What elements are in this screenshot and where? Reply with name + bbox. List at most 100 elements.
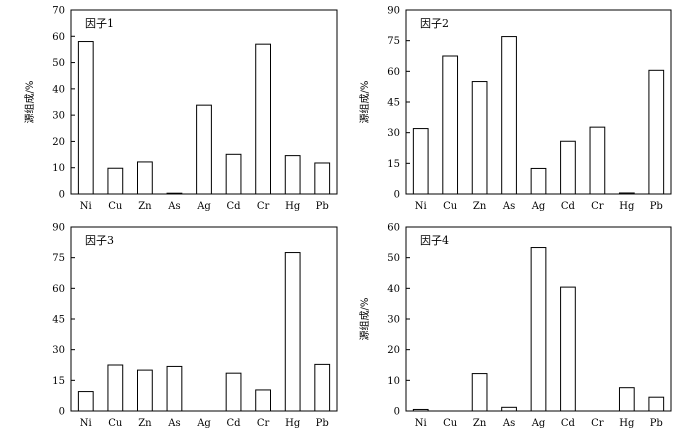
bar-zn: [471, 373, 488, 412]
x-tick-label: Cd: [561, 201, 576, 212]
y-tick-label: 90: [52, 223, 65, 234]
bar-pb: [314, 162, 331, 195]
y-tick-label: 50: [387, 253, 400, 264]
y-tick-label: 0: [59, 190, 65, 201]
y-axis-label: 源组成/%: [358, 81, 371, 124]
x-tick-label: Hg: [285, 201, 301, 212]
chart-panel-1: 0 10 20 30 40 50 60 70 源组成/% 因子1 Ni Cu Zn As Ag Cd Cr Hg P…: [23, 6, 338, 212]
x-tick-label: Cr: [591, 201, 604, 212]
y-tick-label: 60: [387, 223, 400, 234]
x-tick-label: Cu: [108, 201, 123, 212]
bar-pb: [648, 396, 665, 412]
bar-cu: [107, 167, 124, 195]
x-tick-label: Cr: [257, 201, 270, 212]
y-tick-label: 50: [52, 58, 65, 69]
bar-cd: [560, 140, 576, 195]
x-tick-label: Zn: [138, 418, 152, 429]
x-tick-label: As: [502, 418, 515, 429]
y-axis-label: 源组成/%: [23, 81, 36, 124]
bar-as: [501, 36, 517, 195]
x-tick-label: As: [167, 201, 180, 212]
x-tick-label: Cu: [443, 418, 458, 429]
bar-as: [166, 365, 183, 412]
y-tick-label: 90: [387, 6, 400, 17]
y-tick-label: 45: [387, 98, 400, 109]
x-tick-label: Zn: [473, 201, 487, 212]
y-tick-label: 30: [52, 345, 65, 356]
bar-cd: [560, 286, 576, 412]
x-tick-label: Cr: [591, 418, 604, 429]
x-tick-label: Ni: [80, 201, 92, 212]
y-tick-label: 70: [52, 6, 65, 17]
x-tick-label: Zn: [138, 201, 152, 212]
y-tick-label: 15: [387, 159, 400, 170]
y-tick-label: 0: [59, 407, 65, 418]
y-tick-label: 20: [387, 345, 400, 356]
y-tick-label: 20: [52, 137, 65, 148]
bar-ni: [77, 391, 94, 412]
bar-zn: [471, 81, 488, 195]
bar-as: [501, 406, 517, 412]
bar-cr: [255, 389, 272, 412]
y-tick-label: 10: [52, 163, 65, 174]
bar-ag: [530, 167, 547, 195]
y-tick-label: 0: [394, 407, 400, 418]
bar-hg: [284, 155, 301, 195]
bar-ni: [412, 128, 429, 195]
y-tick-label: 30: [387, 128, 400, 139]
x-tick-label: Hg: [619, 418, 635, 429]
x-tick-label: As: [167, 418, 180, 429]
bar-ni: [77, 41, 94, 195]
y-tick-label: 30: [387, 315, 400, 326]
bar-cu: [442, 55, 459, 195]
chart-panel-4: 0 10 20 30 40 50 60 源组成/% 因子4 Ni Cu Zn As Ag Cd Cr Hg Pb: [358, 223, 672, 429]
y-tick-label: 75: [52, 253, 65, 264]
bar-ag: [196, 104, 212, 195]
bar-cr: [589, 126, 606, 195]
chart-panel-2: 0 15 30 45 60 75 90 源组成/% 因子2 Ni Cu Zn As Ag Cd Cr Hg Pb: [358, 6, 672, 212]
x-tick-label: Ag: [196, 418, 211, 429]
x-tick-label: Cd: [561, 418, 576, 429]
panel-label: 因子3: [85, 234, 114, 247]
y-tick-label: 15: [52, 376, 65, 387]
x-tick-label: As: [502, 201, 515, 212]
y-tick-label: 0: [394, 190, 400, 201]
panel-label: 因子2: [420, 17, 449, 30]
y-tick-label: 30: [52, 111, 65, 122]
bar-cr: [255, 43, 272, 195]
x-tick-label: Ag: [531, 201, 546, 212]
x-tick-label: Hg: [285, 418, 301, 429]
x-tick-label: Cd: [227, 201, 242, 212]
x-tick-label: Cr: [257, 418, 270, 429]
bar-pb: [648, 69, 665, 195]
y-tick-label: 75: [387, 36, 400, 47]
chart-panel-3: 0 15 30 45 60 75 90 因子3 Ni Cu Zn As Ag Cd Cr Hg Pb: [52, 223, 338, 429]
x-tick-label: Pb: [316, 201, 329, 212]
bar-pb: [314, 363, 331, 412]
y-tick-label: 40: [52, 84, 65, 95]
y-tick-label: 45: [52, 315, 65, 326]
x-tick-label: Cd: [227, 418, 242, 429]
panel-label: 因子1: [85, 17, 114, 30]
bar-ag: [530, 247, 547, 412]
bar-hg: [618, 387, 635, 412]
bar-zn: [137, 369, 153, 412]
x-tick-label: Cu: [108, 418, 123, 429]
y-tick-label: 10: [387, 376, 400, 387]
y-axis-label: 源组成/%: [358, 298, 371, 341]
bar-hg: [618, 192, 635, 195]
y-tick-label: 60: [52, 284, 65, 295]
x-tick-label: Pb: [316, 418, 329, 429]
bar-hg: [284, 252, 301, 412]
x-tick-label: Ni: [415, 418, 427, 429]
x-tick-label: Cu: [443, 201, 458, 212]
bar-cd: [225, 372, 242, 412]
bar-cu: [107, 364, 124, 412]
x-tick-label: Ni: [415, 201, 427, 212]
x-tick-label: Ag: [531, 418, 546, 429]
x-tick-label: Zn: [473, 418, 487, 429]
x-tick-label: Ni: [80, 418, 92, 429]
x-tick-label: Pb: [650, 418, 663, 429]
y-tick-label: 40: [387, 284, 400, 295]
